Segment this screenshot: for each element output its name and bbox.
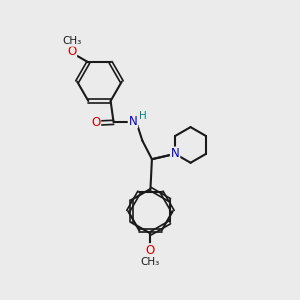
Text: CH₃: CH₃: [141, 257, 160, 267]
Text: N: N: [171, 147, 179, 160]
Text: CH₃: CH₃: [62, 36, 81, 46]
Text: O: O: [67, 45, 76, 58]
Text: H: H: [140, 111, 147, 121]
Text: O: O: [146, 244, 155, 257]
Text: O: O: [91, 116, 101, 129]
Text: N: N: [128, 115, 137, 128]
